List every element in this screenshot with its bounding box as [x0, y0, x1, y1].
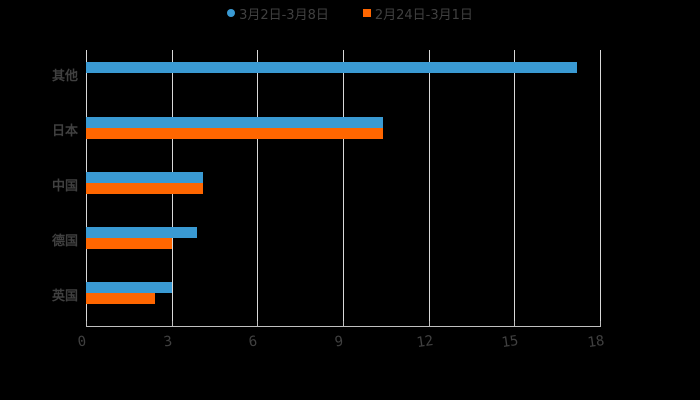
gridline: [257, 50, 259, 326]
bar-series1[interactable]: [86, 227, 198, 239]
x-tick-label: 0: [76, 333, 88, 351]
bar-series2[interactable]: [86, 238, 172, 250]
gridline: [600, 50, 601, 326]
x-tick: [343, 321, 344, 327]
bar-series2[interactable]: [86, 183, 204, 194]
gridline: [343, 50, 344, 326]
bar-series1[interactable]: [86, 172, 204, 183]
x-tick-label: 12: [415, 332, 435, 352]
x-tick: [428, 321, 430, 327]
x-tick-label: 3: [162, 333, 173, 351]
legend-item-series1[interactable]: 3月2日-3月8日: [227, 4, 329, 23]
bar-series2[interactable]: [86, 127, 383, 139]
legend-label-series2: 2月24日-3月1日: [374, 7, 473, 23]
x-tick: [171, 321, 173, 327]
x-tick-label: 6: [248, 333, 259, 351]
x-tick: [257, 321, 259, 327]
bar-series1[interactable]: [86, 282, 172, 294]
y-category-label: 中国: [51, 179, 78, 194]
bar-series1[interactable]: [86, 61, 578, 73]
gridline: [428, 50, 430, 326]
bar-series2[interactable]: [86, 293, 155, 305]
y-category-label: 日本: [51, 123, 78, 139]
legend-label-series1: 3月2日-3月8日: [239, 7, 329, 23]
y-category-label: 英国: [51, 289, 78, 305]
legend-square-icon: [362, 9, 371, 17]
x-tick: [514, 321, 516, 327]
bar-series1[interactable]: [86, 116, 383, 128]
x-tick-label: 15: [500, 332, 520, 352]
legend-circle-icon: [227, 9, 236, 17]
y-category-label: 其他: [51, 68, 78, 84]
x-tick: [600, 321, 601, 327]
chart-legend: 3月2日-3月8日 2月24日-3月1日: [0, 4, 700, 23]
x-tick: [86, 321, 87, 327]
x-tick-label: 9: [333, 333, 345, 351]
x-tick-label: 18: [586, 332, 606, 352]
legend-item-series2[interactable]: 2月24日-3月1日: [362, 4, 473, 23]
gridline: [514, 50, 516, 326]
plot-area: [86, 50, 601, 326]
y-category-label: 德国: [51, 234, 78, 250]
